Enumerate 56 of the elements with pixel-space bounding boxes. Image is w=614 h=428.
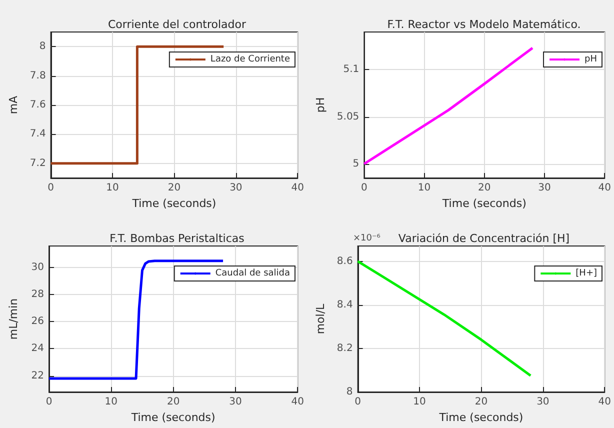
text: ×10⁻⁶ [353,234,381,244]
y-tick-label: 7.2 [30,158,46,169]
x-tick-label: 20 [166,396,180,408]
x-tick-label: 40 [598,396,612,408]
y-tick-label: 30 [31,262,44,274]
x-tick-label: 30 [538,182,551,194]
y-tick-label: 8.2 [336,342,353,354]
legend-label: [H+] [576,268,598,278]
x-axis-title: Time (seconds) [438,411,524,424]
x-tick-label: 30 [229,396,242,408]
x-tick-label: 20 [474,396,488,408]
x-tick-label: 0 [48,182,54,194]
x-tick-label: 10 [418,182,431,194]
chart-title: F.T. Reactor vs Modelo Matemático. [387,18,581,31]
x-tick-label: 30 [230,182,242,194]
x-axis-title: Time (seconds) [130,411,216,424]
y-tick-label: 5.1 [343,64,360,76]
x-axis-title: Time (seconds) [441,197,526,210]
line-series [356,260,532,377]
x-tick-label: 10 [104,396,118,408]
y-tick-label: 8 [346,386,353,398]
legend-label: Caudal de salida [215,268,290,278]
legend-label: pH [584,54,598,64]
line-series [362,46,534,166]
x-tick-label: 0 [360,182,368,194]
y-tick-label: 7.6 [30,100,46,110]
y-tick-label: 28 [31,289,44,300]
x-axis-title: Time (seconds) [131,197,216,210]
y-axis-title: mol/L [314,302,327,334]
x-tick-label: 10 [413,396,426,408]
y-tick-label: 22 [31,370,44,382]
y-tick-label: 5.05 [336,111,360,122]
x-tick-label: 30 [536,396,550,408]
y-tick-label: 5 [352,158,360,170]
x-tick-label: 0 [354,396,361,408]
y-axis-title: mA [7,95,20,114]
y-axis-title: pH [314,97,327,113]
chart-title: Variación de Concentración [H] [398,232,570,245]
x-tick-label: 40 [291,396,304,408]
x-tick-label: 40 [291,182,304,194]
y-tick-label: 7.4 [30,128,46,140]
y-tick-label: 8 [39,41,46,52]
x-tick-label: 40 [598,182,612,194]
y-tick-label: 7.8 [30,70,46,82]
x-tick-label: 20 [168,182,181,194]
y-tick-label: 8.6 [336,256,353,267]
x-tick-label: 10 [106,182,119,194]
chart-title: F.T. Bombas Peristalticas [110,232,245,245]
y-tick-label: 24 [31,343,44,354]
legend-label: Lazo de Corriente [210,54,290,64]
x-tick-label: 0 [46,396,52,408]
x-tick-label: 20 [478,182,491,194]
y-tick-label: 8.4 [336,299,353,310]
chart-title: Corriente del controlador [108,18,246,31]
y-axis-title: mL/min [7,298,20,340]
y-tick-label: 26 [31,316,44,328]
